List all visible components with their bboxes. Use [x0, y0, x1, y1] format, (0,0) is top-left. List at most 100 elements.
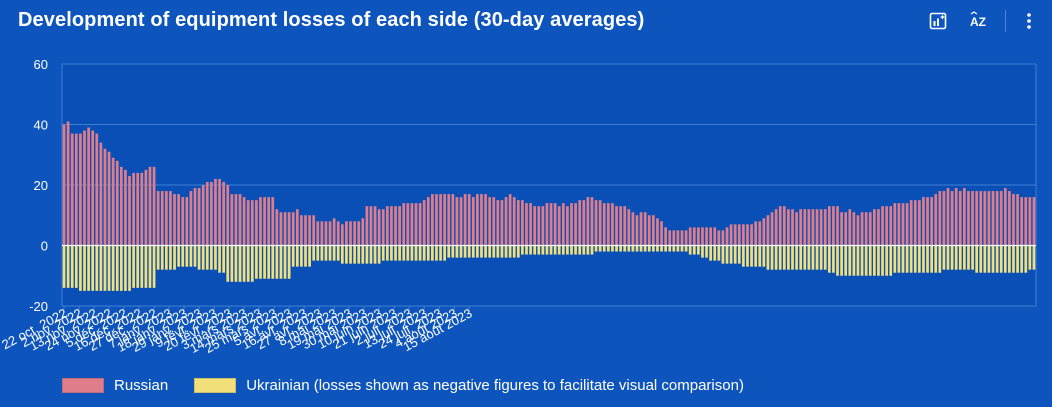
ukrainian-bar[interactable] [782, 245, 786, 270]
russian-bar[interactable] [619, 206, 622, 246]
russian-bar[interactable] [275, 209, 279, 246]
russian-bar[interactable] [590, 197, 594, 246]
russian-bar[interactable] [95, 133, 99, 246]
russian-bar[interactable] [864, 212, 868, 246]
russian-bar[interactable] [946, 188, 950, 246]
russian-bar[interactable] [733, 224, 737, 246]
ukrainian-bar[interactable] [533, 245, 537, 255]
russian-bar[interactable] [148, 166, 152, 246]
russian-bar[interactable] [877, 209, 880, 246]
ukrainian-bar[interactable] [766, 245, 770, 270]
russian-bar[interactable] [868, 212, 872, 246]
ukrainian-bar[interactable] [504, 245, 508, 258]
ukrainian-bar[interactable] [729, 245, 733, 264]
ukrainian-bar[interactable] [537, 245, 541, 255]
russian-bar[interactable] [492, 197, 496, 246]
russian-bar[interactable] [508, 194, 512, 246]
russian-bar[interactable] [836, 206, 839, 246]
russian-bar[interactable] [742, 224, 745, 246]
ukrainian-bar[interactable] [443, 245, 446, 261]
ukrainian-bar[interactable] [316, 245, 320, 261]
ukrainian-bar[interactable] [999, 245, 1003, 273]
russian-bar[interactable] [181, 197, 185, 246]
ukrainian-bar[interactable] [115, 245, 119, 291]
russian-bar[interactable] [844, 212, 848, 246]
ukrainian-bar[interactable] [823, 245, 827, 270]
ukrainian-bar[interactable] [201, 245, 205, 270]
ukrainian-bar[interactable] [623, 245, 627, 252]
russian-bar[interactable] [680, 230, 684, 246]
russian-bar[interactable] [561, 203, 565, 246]
russian-bar[interactable] [320, 221, 324, 246]
russian-bar[interactable] [222, 181, 225, 246]
ukrainian-bar[interactable] [725, 245, 729, 264]
ukrainian-bar[interactable] [144, 245, 148, 288]
russian-bar[interactable] [983, 191, 987, 246]
russian-bar[interactable] [214, 178, 217, 246]
ukrainian-bar[interactable] [566, 245, 569, 255]
russian-bar[interactable] [316, 221, 320, 246]
ukrainian-bar[interactable] [913, 245, 917, 273]
russian-bar[interactable] [476, 194, 479, 246]
russian-bar[interactable] [373, 206, 377, 246]
russian-bar[interactable] [312, 215, 316, 246]
ukrainian-bar[interactable] [136, 245, 140, 288]
russian-bar[interactable] [537, 206, 541, 246]
ukrainian-bar[interactable] [500, 245, 504, 258]
russian-bar[interactable] [332, 218, 336, 246]
ukrainian-bar[interactable] [963, 245, 966, 270]
russian-bar[interactable] [991, 191, 995, 246]
ukrainian-bar[interactable] [1012, 245, 1015, 273]
ukrainian-bar[interactable] [357, 245, 361, 264]
russian-bar[interactable] [74, 133, 78, 246]
ukrainian-bar[interactable] [684, 245, 688, 252]
russian-bar[interactable] [516, 200, 520, 246]
russian-bar[interactable] [390, 206, 393, 246]
russian-bar[interactable] [185, 197, 189, 246]
russian-bar[interactable] [271, 197, 275, 246]
ukrainian-bar[interactable] [263, 245, 266, 279]
russian-bar[interactable] [918, 200, 921, 246]
ukrainian-bar[interactable] [214, 245, 217, 270]
ukrainian-bar[interactable] [811, 245, 815, 270]
russian-bar[interactable] [353, 221, 356, 246]
russian-bar[interactable] [578, 200, 582, 246]
ukrainian-bar[interactable] [1024, 245, 1028, 273]
russian-bar[interactable] [357, 221, 361, 246]
ukrainian-bar[interactable] [553, 245, 557, 255]
russian-bar[interactable] [87, 127, 90, 246]
russian-bar[interactable] [856, 215, 860, 246]
ukrainian-bar[interactable] [259, 245, 262, 279]
russian-bar[interactable] [647, 215, 651, 246]
russian-bar[interactable] [119, 166, 123, 246]
russian-bar[interactable] [705, 227, 708, 246]
ukrainian-bar[interactable] [197, 245, 201, 270]
russian-bar[interactable] [611, 203, 614, 246]
ukrainian-bar[interactable] [852, 245, 856, 276]
ukrainian-bar[interactable] [160, 245, 164, 270]
ukrainian-bar[interactable] [697, 245, 700, 255]
ukrainian-bar[interactable] [877, 245, 880, 276]
russian-bar[interactable] [950, 191, 954, 246]
ukrainian-bar[interactable] [819, 245, 823, 270]
ukrainian-bar[interactable] [770, 245, 774, 270]
ukrainian-bar[interactable] [881, 245, 884, 276]
russian-bar[interactable] [672, 230, 676, 246]
russian-bar[interactable] [426, 197, 430, 246]
russian-bar[interactable] [639, 212, 643, 246]
ukrainian-bar[interactable] [300, 245, 303, 267]
ukrainian-bar[interactable] [529, 245, 532, 255]
ukrainian-bar[interactable] [496, 245, 500, 258]
ukrainian-bar[interactable] [926, 245, 929, 273]
russian-bar[interactable] [631, 212, 635, 246]
ukrainian-bar[interactable] [394, 245, 397, 261]
russian-bar[interactable] [823, 209, 827, 246]
ukrainian-bar[interactable] [508, 245, 512, 258]
ukrainian-bar[interactable] [119, 245, 123, 291]
ukrainian-bar[interactable] [386, 245, 389, 261]
russian-bar[interactable] [381, 209, 385, 246]
russian-bar[interactable] [386, 206, 389, 246]
ukrainian-bar[interactable] [561, 245, 565, 255]
russian-bar[interactable] [529, 203, 532, 246]
russian-bar[interactable] [394, 206, 397, 246]
